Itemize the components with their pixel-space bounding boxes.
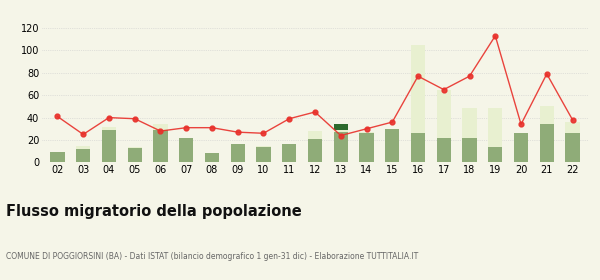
Bar	[359, 133, 374, 162]
Bar	[565, 133, 580, 162]
Bar	[334, 130, 348, 132]
Bar	[463, 108, 476, 138]
Bar	[488, 108, 502, 147]
Bar	[540, 106, 554, 124]
Bar	[102, 130, 116, 162]
Bar	[128, 147, 142, 148]
Bar	[359, 132, 374, 133]
Bar	[463, 138, 476, 162]
Bar	[154, 124, 167, 130]
Bar	[308, 139, 322, 162]
Bar	[205, 153, 219, 162]
Bar	[437, 138, 451, 162]
Bar	[385, 129, 400, 162]
Bar	[50, 152, 65, 162]
Text: COMUNE DI POGGIORSINI (BA) - Dati ISTAT (bilancio demografico 1 gen-31 dic) - El: COMUNE DI POGGIORSINI (BA) - Dati ISTAT …	[6, 252, 418, 261]
Bar	[565, 122, 580, 133]
Bar	[128, 148, 142, 162]
Legend: Iscritti (da altri comuni), Iscritti (dall'estero), Iscritti (altri), Cancellati: Iscritti (da altri comuni), Iscritti (da…	[99, 0, 531, 1]
Bar	[411, 133, 425, 162]
Bar	[230, 144, 245, 162]
Bar	[334, 132, 348, 162]
Bar	[437, 90, 451, 138]
Bar	[308, 131, 322, 139]
Bar	[488, 147, 502, 162]
Bar	[102, 127, 116, 130]
Text: Flusso migratorio della popolazione: Flusso migratorio della popolazione	[6, 204, 302, 220]
Bar	[411, 45, 425, 133]
Bar	[334, 124, 348, 130]
Bar	[256, 147, 271, 162]
Bar	[540, 124, 554, 162]
Bar	[76, 146, 90, 149]
Bar	[256, 146, 271, 147]
Bar	[154, 130, 167, 162]
Bar	[76, 149, 90, 162]
Bar	[179, 138, 193, 162]
Bar	[514, 133, 528, 162]
Bar	[282, 144, 296, 162]
